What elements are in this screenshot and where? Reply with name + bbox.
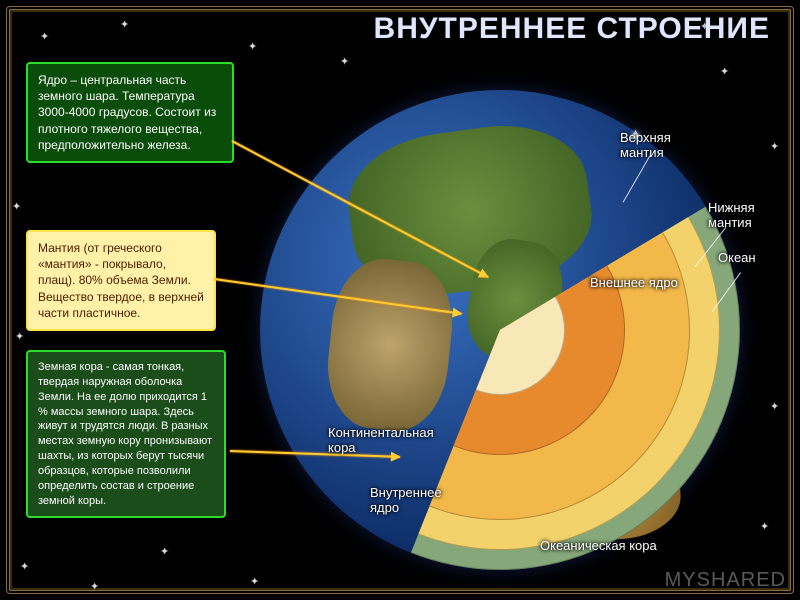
info-box-mantle: Мантия (от греческого «мантия» - покрыва… xyxy=(26,230,216,331)
star-icon: ✦ xyxy=(120,18,129,31)
star-icon: ✦ xyxy=(770,400,779,413)
star-icon: ✦ xyxy=(15,330,24,343)
star-icon: ✦ xyxy=(12,200,21,213)
earth-diagram: ✦ xyxy=(260,90,740,570)
info-box-core: Ядро – центральная часть земного шара. Т… xyxy=(26,62,234,163)
label-lower-mantle: Нижняя мантия xyxy=(708,200,786,230)
star-icon: ✦ xyxy=(20,560,29,573)
star-icon: ✦ xyxy=(770,140,779,153)
star-icon: ✦ xyxy=(720,65,729,78)
label-ocean: Океан xyxy=(718,250,756,265)
label-inner-core: Внутреннее ядро xyxy=(370,485,470,515)
star-icon: ✦ xyxy=(90,580,99,593)
star-icon: ✦ xyxy=(248,40,257,53)
info-box-core-text: Ядро – центральная часть земного шара. Т… xyxy=(38,73,216,152)
info-box-crust-text: Земная кора - самая тонкая, твердая нару… xyxy=(38,361,212,507)
continent-africa xyxy=(321,254,458,436)
label-outer-core: Внешнее ядро xyxy=(590,275,678,290)
star-icon: ✦ xyxy=(340,55,349,68)
label-upper-mantle: Верхняя мантия xyxy=(620,130,698,160)
info-box-mantle-text: Мантия (от греческого «мантия» - покрыва… xyxy=(38,241,204,320)
watermark: MYSHARED xyxy=(665,569,786,592)
star-icon: ✦ xyxy=(160,545,169,558)
star-icon: ✦ xyxy=(40,30,49,43)
info-box-crust: Земная кора - самая тонкая, твердая нару… xyxy=(26,350,226,518)
star-icon: ✦ xyxy=(760,520,769,533)
label-continental-crust: Континентальная кора xyxy=(328,425,458,455)
page-title: ВНУТРЕННЕЕ СТРОЕНИЕ xyxy=(374,12,770,46)
star-icon: ✦ xyxy=(250,575,259,588)
label-oceanic-crust: Океаническая кора xyxy=(540,538,657,553)
